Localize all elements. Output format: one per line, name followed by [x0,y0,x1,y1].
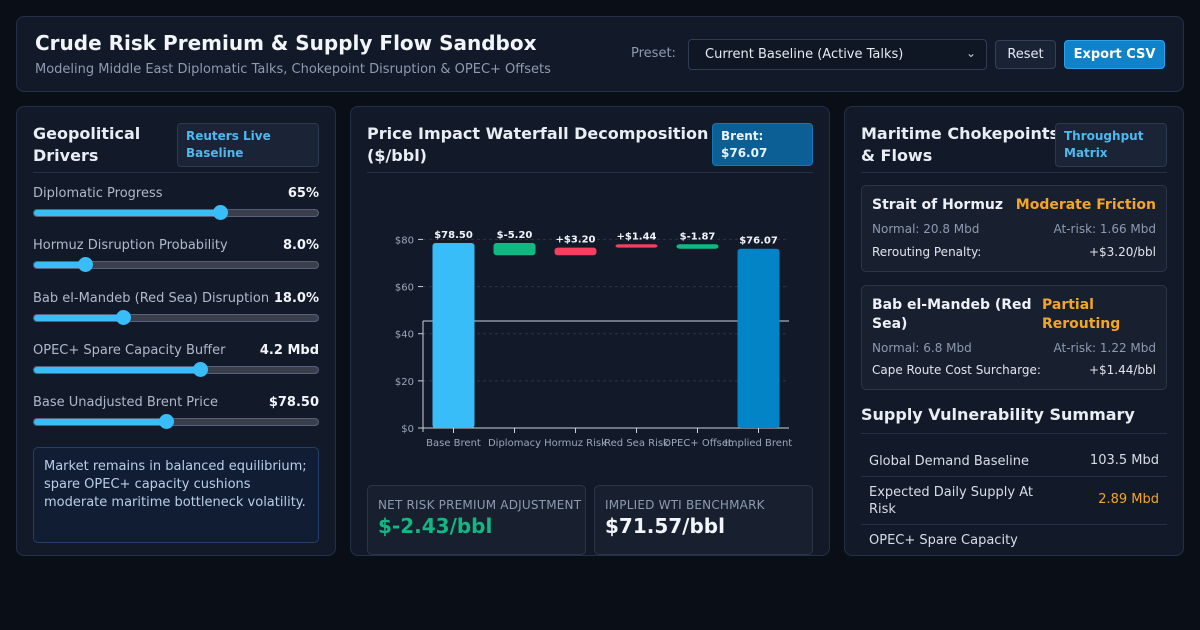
summary-row-supply-at-risk: Expected Daily Supply At Risk 2.89 Mbd [861,477,1167,525]
drivers-panel-title: Geopolitical Drivers [33,124,141,165]
x-tick-label: Hormuz Risk [544,438,607,449]
implied-wti-label: IMPLIED WTI BENCHMARK [605,498,765,512]
slider-track[interactable] [33,414,319,429]
supply-summary-title: Supply Vulnerability Summary [861,405,1135,424]
market-note: Market remains in balanced equilibrium; … [33,447,319,543]
chokepoint-penalty-row: Rerouting Penalty: +$3.20/bbl [872,245,1156,259]
slider-thumb[interactable] [192,362,208,377]
y-tick-label: $40 [395,330,414,341]
slider-track[interactable] [33,257,319,272]
chevron-down-icon: ⌄ [965,46,976,60]
data-label: $-1.87 [680,231,716,242]
slider-thumb[interactable] [158,414,174,429]
bar-red-sea-risk [615,244,658,248]
net-risk-premium-value: $-2.43/bbl [378,514,493,538]
summary-row-opec-spare: OPEC+ Spare Capacity [869,533,1018,548]
summary-row-demand: Global Demand Baseline 103.5 Mbd [861,443,1167,477]
data-label: $76.07 [739,236,778,247]
data-label: $-5.20 [497,230,533,241]
chokepoint-flow-row: Normal: 20.8 Mbd At-risk: 1.66 Mbd [872,222,1156,236]
data-label: +$1.44 [616,231,656,242]
chokepoint-flow-row: Normal: 6.8 Mbd At-risk: 1.22 Mbd [872,341,1156,355]
divider [33,172,319,173]
waterfall-panel-title: Price Impact Waterfall Decomposition ($/… [367,124,709,165]
implied-wti-card: IMPLIED WTI BENCHMARK $71.57/bbl [594,485,813,555]
slider-thumb[interactable] [115,310,131,325]
export-csv-button[interactable]: Export CSV [1064,40,1165,69]
bar-opec-offset [676,244,719,249]
data-label: $78.50 [434,230,473,241]
x-tick-label: Implied Brent [725,438,793,449]
y-tick-label: $80 [395,235,414,246]
page-title: Crude Risk Premium & Supply Flow Sandbox [35,31,537,55]
waterfall-chart: $0 $20 $40 $60 $80 $78.50 Base Brent $-5.20 Dipl… [395,230,793,449]
bar-diplomacy [493,242,536,256]
chokepoint-card-hormuz: Strait of Hormuz Moderate Friction Norma… [861,185,1167,272]
y-tick-label: $20 [395,377,414,388]
slider-thumb[interactable] [212,205,228,220]
net-risk-premium-label: NET RISK PREMIUM ADJUSTMENT [378,498,582,512]
slider-track[interactable] [33,205,319,220]
slider-thumb[interactable] [78,257,94,272]
throughput-matrix-badge: Throughput Matrix [1055,123,1167,167]
drivers-panel: Geopolitical Drivers Reuters Live Baseli… [16,106,336,556]
chokepoint-name: Bab el-Mandeb (Red Sea) [872,297,1032,332]
x-tick-label: OPEC+ Offset [663,438,732,449]
y-tick-label: $60 [395,283,414,294]
app-header: Crude Risk Premium & Supply Flow Sandbox… [16,16,1184,92]
bar-implied-brent [737,248,780,428]
divider [367,172,813,173]
data-label: +$3.20 [555,235,595,246]
chokepoint-status: Moderate Friction [1015,197,1156,213]
divider [861,433,1167,434]
implied-wti-value: $71.57/bbl [605,514,725,538]
chokepoint-status: Partial Rerouting [1042,297,1121,332]
chokepoints-panel-title: Maritime Chokepoints & Flows [861,124,1059,165]
preset-select-value: Current Baseline (Active Talks) [705,47,904,62]
reuters-baseline-badge: Reuters Live Baseline [177,123,319,167]
divider [861,172,1167,173]
preset-label: Preset: [631,46,676,61]
bar-hormuz-risk [554,247,597,256]
y-tick-label: $0 [401,424,414,435]
waterfall-panel: Price Impact Waterfall Decomposition ($/… [350,106,830,556]
chokepoint-penalty-row: Cape Route Cost Surcharge: +$1.44/bbl [872,363,1156,377]
chokepoint-card-bab-el-mandeb: Bab el-Mandeb (Red Sea) Partial Reroutin… [861,285,1167,390]
chokepoints-panel: Maritime Chokepoints & Flows Throughput … [844,106,1184,556]
x-tick-label: Red Sea Risk [604,438,669,449]
x-tick-label: Base Brent [426,438,481,449]
brent-price-badge: Brent: $76.07 [712,123,813,166]
x-tick-label: Diplomacy [488,438,541,449]
chokepoint-name: Strait of Hormuz [872,197,1004,213]
page-subtitle: Modeling Middle East Diplomatic Talks, C… [35,62,551,77]
preset-select[interactable]: Current Baseline (Active Talks) ⌄ [688,39,987,70]
net-risk-premium-card: NET RISK PREMIUM ADJUSTMENT $-2.43/bbl [367,485,586,555]
bar-base-brent [432,242,475,428]
slider-track[interactable] [33,310,319,325]
reset-button[interactable]: Reset [995,40,1056,69]
slider-track[interactable] [33,362,319,377]
